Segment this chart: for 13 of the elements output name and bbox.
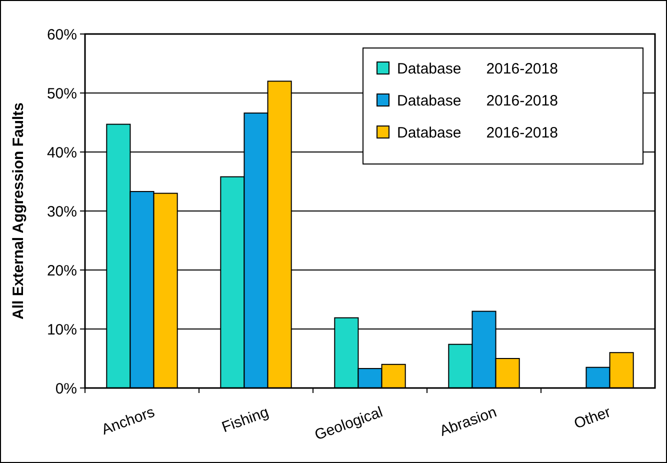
y-tick-label: 20%: [46, 262, 77, 280]
legend-label: Database 2016-2018: [397, 60, 558, 78]
y-tick-label: 60%: [46, 26, 77, 44]
y-tick-label: 50%: [46, 85, 77, 102]
y-axis-title: All External Aggression Faults: [10, 102, 27, 320]
y-tick-label: 40%: [46, 144, 77, 162]
legend-label: Database 2016-2018: [397, 124, 558, 142]
legend-label: Database 2016-2018: [397, 92, 558, 110]
x-tick-label: Other: [572, 404, 613, 432]
x-tick-label: Fishing: [220, 404, 271, 436]
y-tick-label: 30%: [46, 203, 77, 220]
y-tick-label: 10%: [46, 321, 77, 338]
y-tick-label: 0%: [55, 380, 77, 398]
